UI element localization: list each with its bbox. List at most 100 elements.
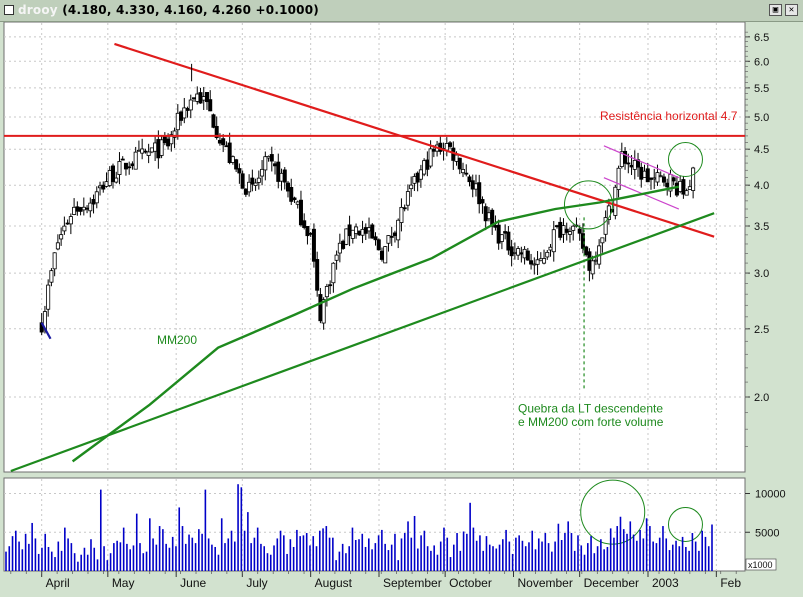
ohlc-values: (4.180, 4.330, 4.160, 4.260 +0.1000) [62,3,319,17]
candle-body [577,228,582,234]
candle-body [603,217,608,235]
candle-body [354,226,359,234]
candle-body [263,156,268,171]
candle-body [477,182,482,205]
candle-body [655,172,660,183]
candle-body [545,251,550,258]
candle-body [499,234,504,242]
candle-body [415,172,420,183]
candle-body [292,197,297,201]
candle-body [250,177,255,185]
candle-body [360,228,365,236]
candle-body [55,242,60,250]
candle-body [516,248,521,256]
candle-body [561,225,566,235]
annotation-label: Resistência horizontal 4.7 [600,109,738,123]
candle-body [616,167,621,190]
candle-body [357,230,362,236]
candle-body [331,262,336,284]
price-tick-label: 4.0 [754,180,769,192]
candle-body [217,139,222,144]
candle-body [613,186,618,216]
candle-body [198,92,203,104]
candle-body [448,142,453,147]
candle-body [172,130,177,138]
candle-body [214,125,219,138]
candle-body [179,111,184,121]
candle-body [321,299,326,324]
candle-body [642,170,647,178]
candle-body [324,286,329,298]
candle-body [548,246,553,251]
candle-body [506,231,511,251]
candle-body [658,175,663,178]
early-blue-segment [40,322,52,340]
candle-body [247,181,252,193]
candle-body [153,142,158,152]
candle-body [512,251,517,254]
candle-body [117,161,122,175]
price-tick-label: 5.5 [754,83,769,95]
candle-body [587,251,592,271]
candle-body [104,181,109,187]
candle-body [509,246,514,257]
breakout-circle [563,180,613,230]
month-label: November [518,576,573,590]
candle-body [276,161,281,182]
candle-body [347,224,352,237]
candle-body [623,150,628,164]
candle-body [195,93,200,102]
price-tick-label: 6.0 [754,56,769,68]
candle-body [402,207,407,210]
annotation-label: e MM200 com forte volume [518,415,664,429]
price-tick-label: 5.0 [754,112,769,124]
candle-body [162,135,167,144]
candle-body [379,250,384,260]
candle-body [68,216,73,225]
candle-body [392,232,397,236]
candle-body [120,158,125,161]
candle-body [91,199,96,205]
candle-body [201,96,206,101]
candle-body [266,155,271,159]
close-icon[interactable]: ✕ [785,4,798,16]
candle-body [49,270,54,283]
candle-body [564,228,569,233]
candle-body [363,227,368,234]
candle-body [88,202,93,212]
candle-body [399,206,404,223]
candle-body [606,205,611,220]
candle-body [243,188,248,195]
candle-body [110,165,115,183]
price-tick-label: 3.0 [754,268,769,280]
price-tick-label: 4.5 [754,144,769,156]
candle-body [256,177,261,183]
candle-body [136,149,141,152]
month-label: June [180,576,206,590]
candle-body [204,92,209,103]
candle-body [211,114,216,128]
price-tick-label: 2.5 [754,324,769,336]
candle-body [600,237,605,244]
candle-body [671,177,676,182]
candle-body [567,231,572,235]
restore-icon[interactable]: ▣ [769,4,782,16]
candle-body [580,233,585,249]
candle-body [269,154,274,162]
candle-body [483,206,488,222]
candle-body [85,207,90,210]
candle-body [81,206,86,211]
candle-body [486,212,491,220]
candle-body [305,225,310,237]
candle-body [308,232,313,235]
candle-body [289,187,294,202]
candle-body [62,225,67,232]
window-menu-icon[interactable] [4,5,14,15]
candle-body [285,182,290,192]
candle-body [72,206,77,215]
candle-body [590,260,595,275]
candle-body [149,147,154,153]
candle-body [383,246,388,264]
candle-body [503,231,508,234]
